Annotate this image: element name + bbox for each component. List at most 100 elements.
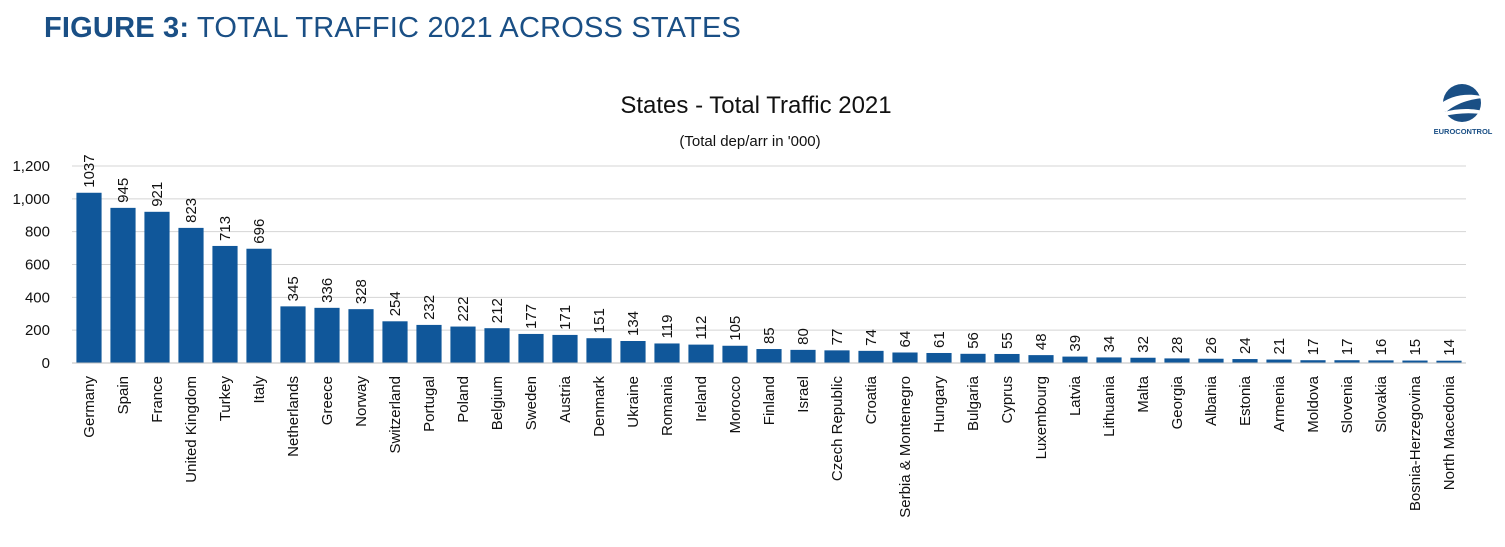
x-tick-label: Bosnia-Herzegovina — [1407, 375, 1424, 511]
logo-swoosh — [1438, 94, 1488, 112]
x-tick-label: Cyprus — [999, 376, 1016, 424]
bar — [722, 345, 748, 363]
data-label: 64 — [897, 331, 914, 348]
data-label: 921 — [149, 182, 166, 207]
bar — [518, 333, 544, 363]
x-tick-label: Morocco — [727, 376, 744, 434]
bar — [960, 353, 986, 363]
x-tick-label: Estonia — [1237, 375, 1254, 426]
x-tick-label: Serbia & Montenegro — [897, 376, 914, 518]
data-label: 77 — [829, 329, 846, 346]
bar — [654, 343, 680, 363]
data-label: 696 — [251, 219, 268, 244]
data-label: 119 — [659, 315, 676, 339]
logo-text: EUROCONTROL — [1434, 127, 1493, 136]
x-tick-label: Lithuania — [1101, 375, 1118, 437]
x-tick-label: Hungary — [931, 376, 948, 433]
data-label: 212 — [489, 298, 506, 323]
data-label: 171 — [557, 305, 574, 330]
x-tick-label: North Macedonia — [1441, 375, 1458, 490]
figure-title-rest: TOTAL TRAFFIC 2021 ACROSS STATES — [189, 12, 742, 44]
bar — [416, 324, 442, 363]
bar — [552, 334, 578, 363]
bar — [1334, 360, 1360, 363]
data-label: 48 — [1033, 333, 1050, 350]
data-label: 26 — [1203, 337, 1220, 354]
x-tick-label: Albania — [1203, 375, 1220, 426]
data-label: 14 — [1441, 339, 1458, 356]
x-tick-label: Israel — [795, 376, 812, 413]
bar — [586, 338, 612, 363]
bar — [382, 321, 408, 363]
data-label: 32 — [1135, 336, 1152, 353]
x-tick-label: Belgium — [489, 376, 506, 430]
bar — [994, 353, 1020, 363]
eurocontrol-logo-icon: EUROCONTROL — [1434, 84, 1493, 136]
x-tick-label: Italy — [251, 376, 268, 404]
data-label: 336 — [319, 278, 336, 303]
data-label: 105 — [727, 316, 744, 341]
x-tick-label: Malta — [1135, 375, 1152, 412]
data-label: 254 — [387, 291, 404, 316]
x-tick-label: Ukraine — [625, 376, 642, 428]
data-label: 80 — [795, 328, 812, 345]
bar — [1402, 360, 1428, 363]
bar — [178, 227, 204, 363]
logo-swoosh-lower — [1444, 109, 1486, 116]
x-tick-label: Armenia — [1271, 375, 1288, 432]
data-label: 15 — [1407, 339, 1424, 356]
y-tick-label: 600 — [25, 257, 50, 274]
data-label: 222 — [455, 297, 472, 322]
bars — [76, 192, 1462, 363]
x-tick-label: France — [149, 376, 166, 423]
data-label: 17 — [1339, 339, 1356, 356]
bar — [1368, 360, 1394, 363]
x-tick-label: United Kingdom — [183, 376, 200, 483]
x-tick-label: Turkey — [217, 376, 234, 422]
bar — [280, 306, 306, 363]
grid-lines — [72, 165, 1466, 331]
x-tick-label: Moldova — [1305, 375, 1322, 432]
bar — [484, 328, 510, 363]
x-tick-label: Portugal — [421, 376, 438, 432]
data-label: 945 — [115, 178, 132, 203]
bar — [858, 350, 884, 363]
x-tick-label: Georgia — [1169, 375, 1186, 429]
data-label: 24 — [1237, 337, 1254, 354]
x-tick-label: Switzerland — [387, 376, 404, 454]
x-tick-label: Slovenia — [1339, 375, 1356, 433]
x-tick-label: Norway — [353, 376, 370, 427]
data-label: 17 — [1305, 339, 1322, 356]
bar — [1198, 358, 1224, 363]
x-tick-label: Czech Republic — [829, 376, 846, 482]
x-tick-label: Spain — [115, 376, 132, 414]
data-label: 177 — [523, 304, 540, 329]
x-tick-label: Netherlands — [285, 376, 302, 457]
data-label: 28 — [1169, 337, 1186, 354]
chart-title: States - Total Traffic 2021 — [620, 92, 891, 119]
bar — [688, 344, 714, 363]
y-tick-label: 200 — [25, 322, 50, 339]
x-tick-label: Slovakia — [1373, 375, 1390, 432]
data-label: 56 — [965, 332, 982, 349]
x-tick-label: Sweden — [523, 376, 540, 430]
x-tick-label: Bulgaria — [965, 375, 982, 431]
y-tick-label: 400 — [25, 289, 50, 306]
x-tick-label: Austria — [557, 375, 574, 422]
bar — [76, 192, 102, 363]
bar — [1164, 358, 1190, 363]
bar — [620, 341, 646, 363]
bar — [824, 350, 850, 363]
data-label: 16 — [1373, 339, 1390, 356]
bar — [144, 211, 170, 363]
data-label: 34 — [1101, 336, 1118, 353]
bar — [892, 352, 918, 363]
data-label: 55 — [999, 332, 1016, 349]
data-label: 713 — [217, 216, 234, 241]
bar — [1436, 360, 1462, 363]
x-tick-label: Ireland — [693, 376, 710, 422]
data-label: 39 — [1067, 335, 1084, 352]
bar — [450, 326, 476, 363]
data-label: 345 — [285, 276, 302, 301]
